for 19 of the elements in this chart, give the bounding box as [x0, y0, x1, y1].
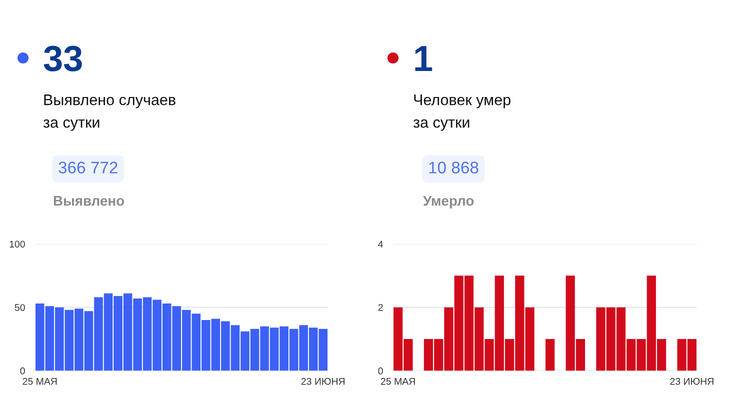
y-tick-label: 100 [10, 240, 25, 248]
chart-title: 1 [415, 46, 432, 71]
text: Умерло [423, 196, 474, 208]
bar [546, 339, 555, 371]
chart-subtitle: Выявлено случаев за сутки [43, 94, 176, 131]
x-tick-label: 25 МАЯ [380, 378, 415, 385]
text: 366 772 [58, 162, 118, 174]
x-tick-label: 25 МАЯ [22, 378, 57, 385]
y-tick-label: 0 [20, 367, 25, 374]
y-tick-label: 0 [378, 367, 383, 374]
y-tick-label: 4 [378, 240, 383, 248]
chart-title: 33 [44, 46, 82, 72]
y-tick-label: 2 [378, 304, 383, 311]
x-tick-label: 23 ИЮНЯ [670, 378, 714, 385]
x-tick-label: 23 ИЮНЯ [301, 378, 345, 385]
y-tick-label: 50 [14, 304, 25, 311]
text: 10 868 [429, 162, 478, 174]
text: Выявлено [54, 196, 124, 206]
chart-subtitle: Человек умер за сутки [413, 94, 510, 131]
